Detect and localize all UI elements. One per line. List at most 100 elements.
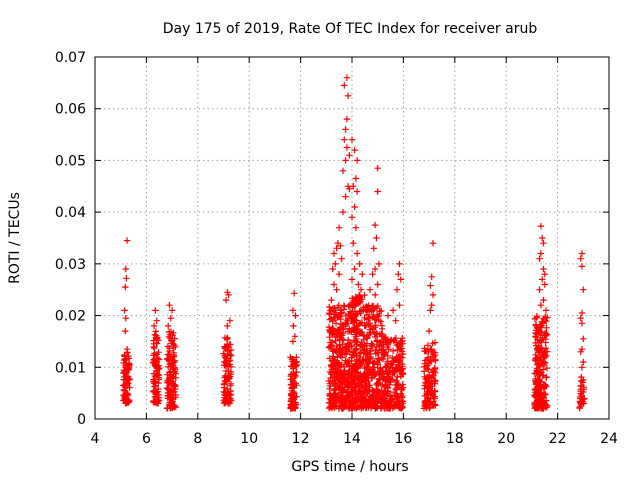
data-point [354, 338, 361, 346]
data-point [382, 334, 389, 341]
data-point [374, 349, 381, 356]
data-point [431, 364, 439, 372]
data-point [343, 74, 351, 81]
data-point [541, 331, 548, 339]
data-point [431, 377, 438, 384]
data-point [534, 324, 541, 332]
data-point [121, 307, 128, 314]
data-point [168, 387, 175, 394]
data-point [151, 398, 158, 405]
data-point [330, 281, 338, 288]
data-point [578, 263, 586, 270]
data-point [327, 343, 334, 350]
data-point [326, 303, 333, 311]
data-point [333, 245, 340, 252]
data-point [350, 299, 357, 307]
data-point [335, 302, 342, 309]
data-point [166, 388, 174, 396]
data-point [372, 322, 379, 329]
data-point [328, 362, 336, 370]
data-point [150, 378, 157, 385]
data-point [344, 358, 351, 365]
data-point [221, 352, 228, 359]
data-point [580, 384, 588, 391]
data-point [123, 380, 131, 388]
data-point [392, 317, 399, 324]
data-point [167, 368, 174, 375]
x-tick-label: 18 [446, 431, 464, 447]
data-point [390, 369, 397, 376]
data-point [363, 396, 370, 404]
data-point [398, 365, 406, 372]
data-point [337, 316, 344, 323]
data-point [167, 328, 175, 335]
data-point [125, 366, 132, 374]
data-point [289, 390, 296, 397]
data-point [389, 347, 397, 355]
x-tick-label: 16 [394, 431, 412, 447]
data-point [377, 364, 384, 372]
data-point [378, 322, 386, 329]
data-point [348, 136, 356, 143]
data-point [400, 384, 407, 391]
data-point [532, 351, 539, 358]
data-point [578, 399, 585, 406]
data-point [351, 203, 358, 211]
data-point [287, 354, 294, 361]
data-point [164, 343, 172, 350]
data-point [168, 307, 176, 314]
data-point [153, 334, 161, 342]
data-point [342, 126, 349, 133]
data-point [330, 250, 338, 257]
data-point [533, 378, 540, 386]
data-point [427, 307, 434, 314]
data-point [125, 380, 132, 387]
data-point [393, 353, 400, 360]
x-tick-label: 20 [497, 431, 515, 447]
data-point [120, 376, 127, 383]
data-point [126, 384, 133, 391]
data-point [539, 276, 546, 283]
data-point [331, 374, 338, 381]
data-point [539, 398, 546, 406]
data-point [337, 352, 344, 359]
data-point [153, 351, 160, 358]
data-point [332, 260, 339, 268]
data-point [427, 353, 435, 361]
data-point [346, 348, 354, 355]
data-point [339, 387, 347, 394]
data-point [371, 221, 379, 229]
data-point [373, 234, 380, 242]
data-point [347, 380, 354, 387]
data-point [350, 352, 357, 359]
data-point [352, 293, 359, 301]
data-point [390, 359, 397, 366]
data-point [376, 356, 383, 363]
data-point [421, 360, 428, 367]
data-point [543, 404, 551, 411]
data-point [421, 347, 428, 355]
data-point [120, 392, 127, 399]
data-point [369, 360, 376, 367]
x-tick-label: 4 [91, 431, 100, 447]
data-point [398, 345, 405, 352]
data-point [358, 360, 365, 367]
data-point [374, 281, 381, 288]
data-point [225, 347, 233, 354]
data-point [352, 224, 360, 231]
data-point [371, 265, 379, 273]
y-tick-label: 0.05 [55, 153, 86, 169]
data-point [169, 356, 176, 364]
data-point [426, 374, 433, 382]
data-point [357, 308, 365, 315]
data-point [375, 260, 383, 268]
data-point [428, 273, 435, 280]
data-point [348, 342, 355, 349]
data-point [394, 380, 401, 388]
data-point [533, 312, 541, 320]
data-point [374, 382, 382, 389]
data-point [329, 318, 336, 325]
data-point [423, 356, 431, 364]
data-point [384, 358, 391, 365]
data-point [171, 364, 179, 371]
